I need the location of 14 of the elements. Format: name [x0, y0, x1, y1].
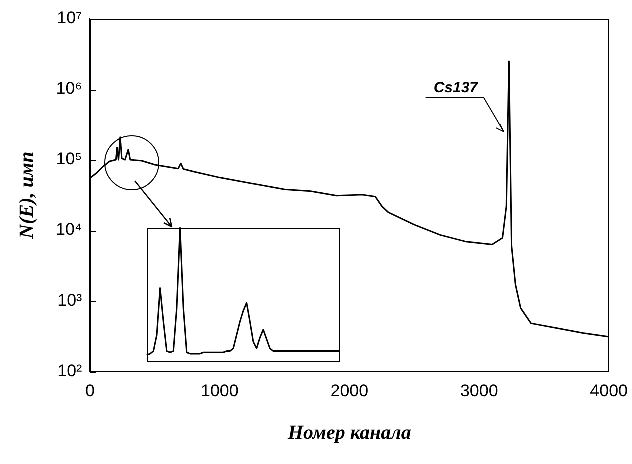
y-tick-label: 10⁵ [56, 150, 82, 169]
x-tick-label: 0 [85, 381, 95, 400]
annotation: Cs137 [434, 80, 479, 97]
y-tick-label: 10⁴ [56, 220, 82, 240]
x-tick-label: 2000 [330, 381, 369, 400]
y-tick-label: 10³ [58, 290, 83, 310]
y-tick-label: 10⁷ [57, 8, 82, 28]
x-tick-label: 4000 [590, 381, 628, 400]
y-axis-title: N(E), имп [16, 152, 38, 240]
x-axis-title: Номер канала [286, 422, 412, 444]
x-tick-label: 3000 [460, 381, 498, 400]
y-tick-label: 10² [58, 361, 83, 380]
y-tick-label: 10⁶ [56, 79, 82, 98]
x-tick-label: 1000 [201, 381, 239, 400]
